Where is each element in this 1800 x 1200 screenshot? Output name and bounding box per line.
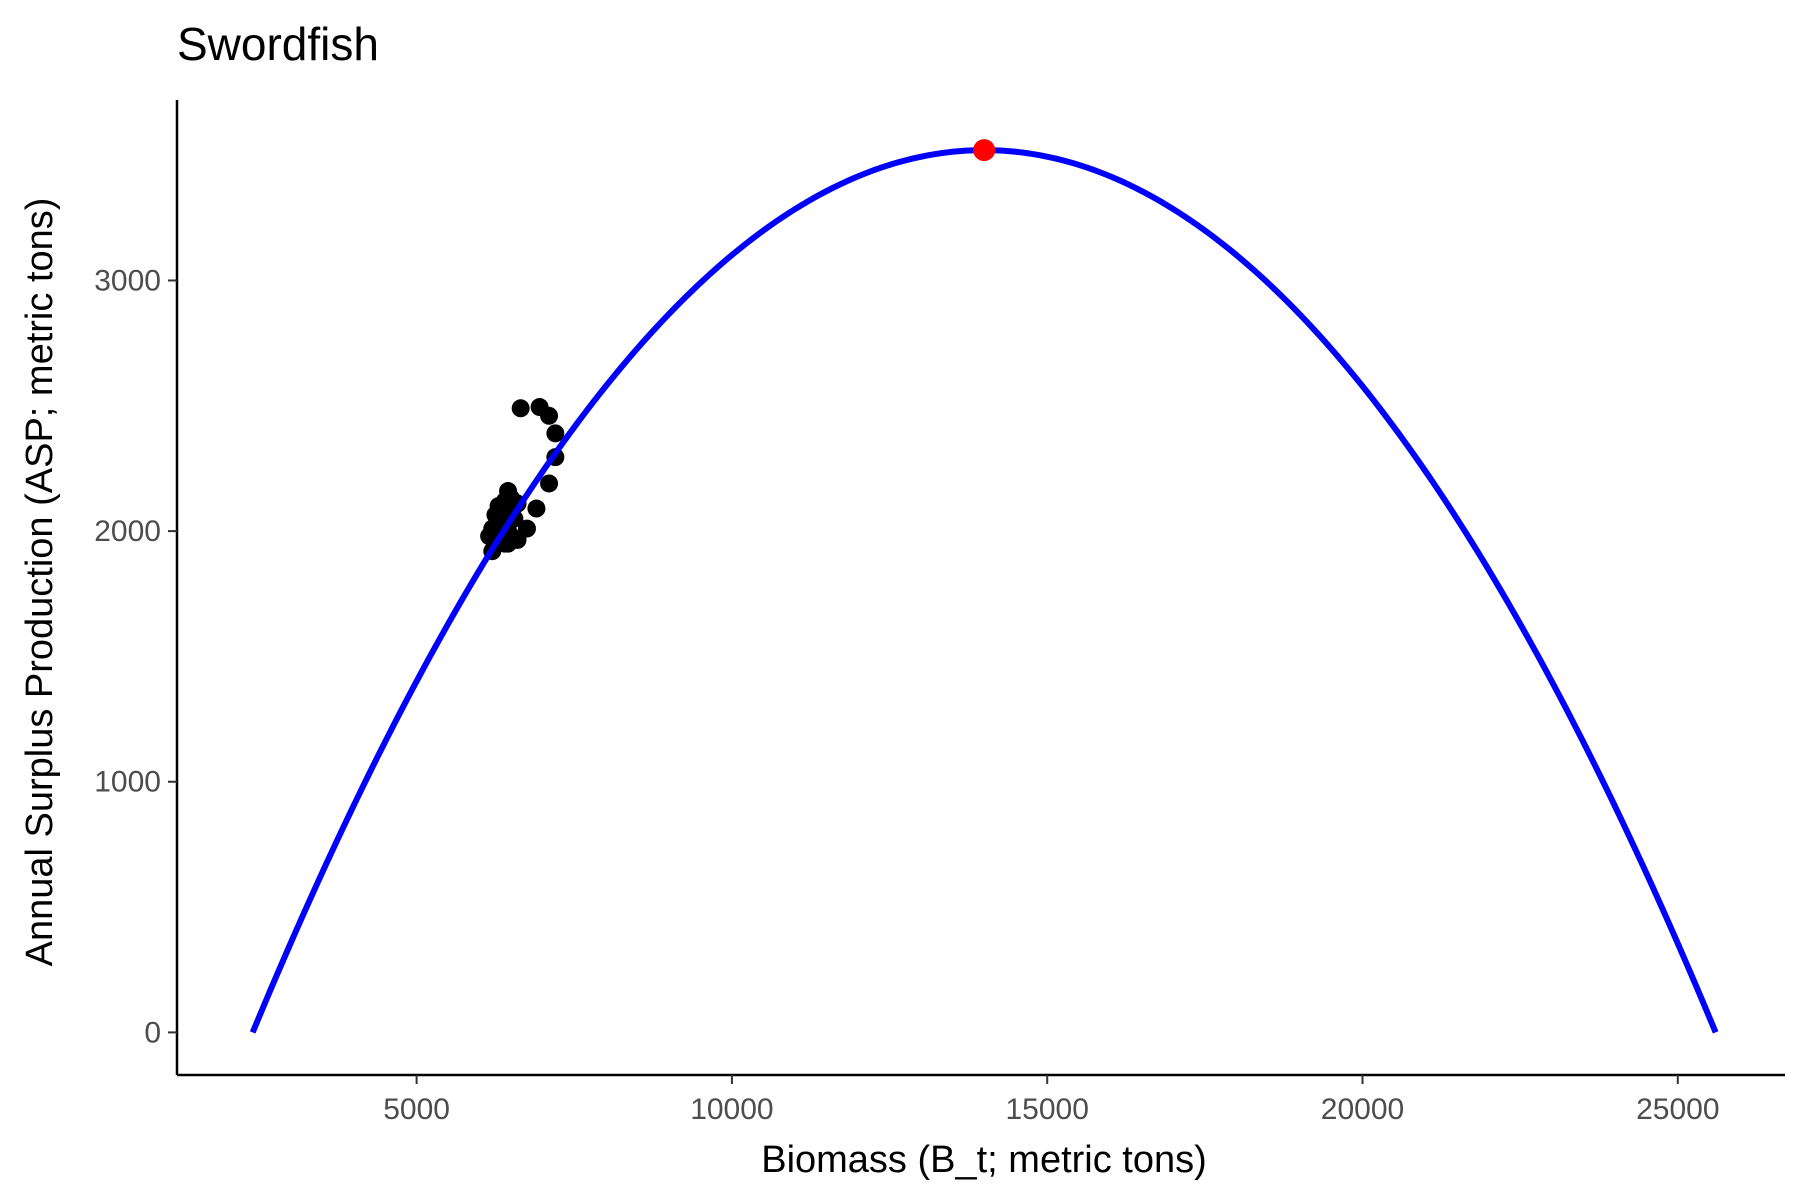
chart-title: Swordfish <box>177 18 379 70</box>
data-point <box>511 399 530 418</box>
data-point <box>527 499 546 518</box>
x-axis-title: Biomass (B_t; metric tons) <box>761 1139 1207 1181</box>
data-point <box>546 424 565 443</box>
y-tick-label: 3000 <box>94 264 161 297</box>
data-point <box>502 527 521 546</box>
y-tick-label: 1000 <box>94 766 161 799</box>
x-tick-label: 15000 <box>1005 1093 1088 1126</box>
x-tick-label: 5000 <box>383 1093 450 1126</box>
data-point <box>540 406 559 425</box>
y-tick-label: 2000 <box>94 515 161 548</box>
plot-area <box>249 139 1719 1034</box>
fitted-curve <box>249 147 1719 1034</box>
data-point <box>540 474 559 493</box>
y-axis-title: Annual Surplus Production (ASP; metric t… <box>19 198 61 967</box>
y-tick-label: 0 <box>144 1016 161 1049</box>
data-point <box>495 492 514 511</box>
x-tick-label: 10000 <box>690 1093 773 1126</box>
x-tick-label: 20000 <box>1321 1093 1404 1126</box>
axes: 5000 10000 15000 20000 25000 0 1000 2000 3000 <box>94 100 1785 1126</box>
x-tick-label: 25000 <box>1636 1093 1719 1126</box>
data-point <box>486 517 505 536</box>
max-point <box>973 139 996 162</box>
